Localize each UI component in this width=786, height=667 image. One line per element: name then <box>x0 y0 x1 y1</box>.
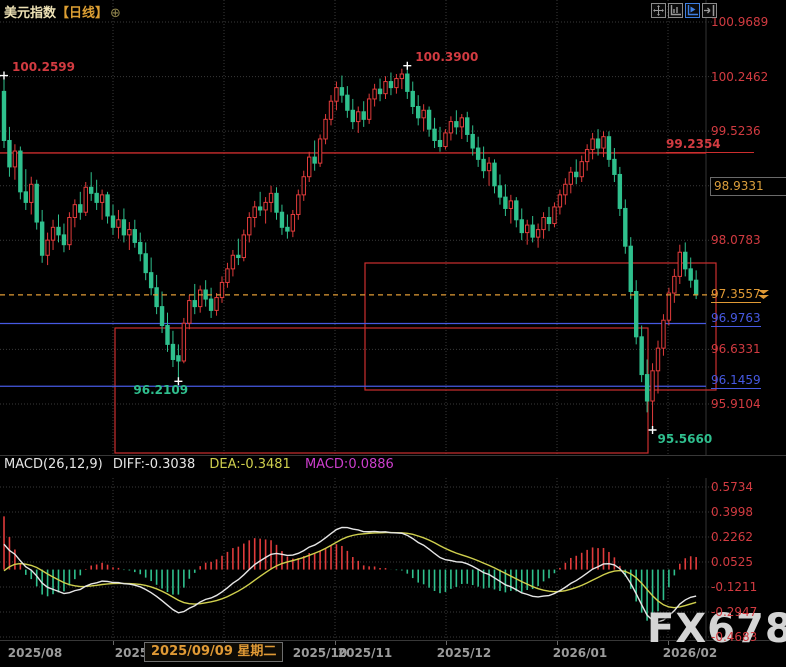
pan-button[interactable] <box>651 3 666 18</box>
alert-price-box[interactable]: 98.9331 <box>710 176 786 196</box>
macd-diff-value: DIFF:-0.3038 <box>112 457 196 472</box>
macd-tick-label: -0.4683 <box>711 630 758 644</box>
titlebar: 美元指数【日线】 ⊕ <box>4 2 121 21</box>
annotation-high-2: 100.3900 <box>415 49 479 64</box>
price-tick-label: 96.6331 <box>711 342 761 357</box>
x-tick <box>335 641 336 645</box>
macd-name: MACD(26,12,9) <box>4 457 103 472</box>
bottom-separator <box>0 640 786 641</box>
instrument-title: 美元指数 <box>4 6 57 21</box>
auto-fit-icon <box>687 5 698 16</box>
month-label: 2026/01 <box>552 646 608 660</box>
resistance-price-label: 99.2354 <box>666 137 754 153</box>
price-tick-label: 95.9104 <box>711 397 761 411</box>
price-tick-label: 99.5236 <box>711 124 761 139</box>
month-label: 2025/08 <box>7 646 63 660</box>
shift-right-icon <box>704 5 715 16</box>
price-tick-label: 98.0783 <box>711 233 761 248</box>
macd-dea-value: DEA:-0.3481 <box>209 457 291 472</box>
support-price-label-2: 96.1459 <box>711 373 761 390</box>
macd-tick-label: 0.3998 <box>711 504 753 519</box>
axis-scale-button[interactable] <box>668 3 683 18</box>
month-label: 2025/12 <box>436 646 492 660</box>
price-chart[interactable] <box>0 0 786 456</box>
auto-fit-button[interactable] <box>685 3 700 18</box>
last-price-arrows-icon[interactable]: ateway <box>757 289 770 300</box>
axis-scale-icon <box>670 5 681 16</box>
macd-legend: MACD(26,12,9) DIFF:-0.3038 DEA:-0.3481 M… <box>4 457 394 472</box>
pan-icon <box>653 5 664 16</box>
panel-separator <box>0 455 786 456</box>
macd-tick-label: 0.2262 <box>711 529 753 544</box>
price-tick-label: 100.2462 <box>711 69 769 84</box>
month-label: 2026/02 <box>662 646 718 660</box>
macd-chart[interactable] <box>0 478 786 641</box>
support-price-label-1: 96.9763 <box>711 310 761 327</box>
shift-right-button[interactable] <box>702 3 717 18</box>
add-indicator-icon[interactable]: ⊕ <box>110 6 121 21</box>
x-tick <box>557 641 558 645</box>
annotation-high-1: 100.2599 <box>12 59 76 74</box>
x-tick <box>446 641 447 645</box>
price-tick-label: 100.9689 <box>711 15 769 29</box>
macd-macd-value: MACD:0.0886 <box>304 457 394 472</box>
month-label: 2025/10 <box>292 646 348 660</box>
macd-tick-label: 0.0525 <box>711 555 753 569</box>
annotation-low-1: 96.2109 <box>133 383 189 398</box>
last-price-label: 97.3557 <box>711 286 761 303</box>
x-tick <box>668 641 669 645</box>
chart-toolbar <box>651 3 717 18</box>
macd-tick-label: -0.2947 <box>711 605 758 619</box>
crosshair-date-tooltip: 2025/09/09 星期二 <box>144 642 284 662</box>
watermark: FX678 <box>647 606 786 652</box>
month-label: 2025/11 <box>337 646 393 660</box>
x-tick <box>113 641 114 645</box>
macd-tick-label: 0.5734 <box>711 480 753 494</box>
macd-tick-label: -0.1211 <box>711 580 758 594</box>
annotation-low-2: 95.5660 <box>657 432 713 446</box>
period-label: 【日线】 <box>56 6 109 21</box>
x-axis[interactable]: 2025/08 2025/09 2025/10 2025/11 2025/12 2026/… <box>0 641 786 667</box>
